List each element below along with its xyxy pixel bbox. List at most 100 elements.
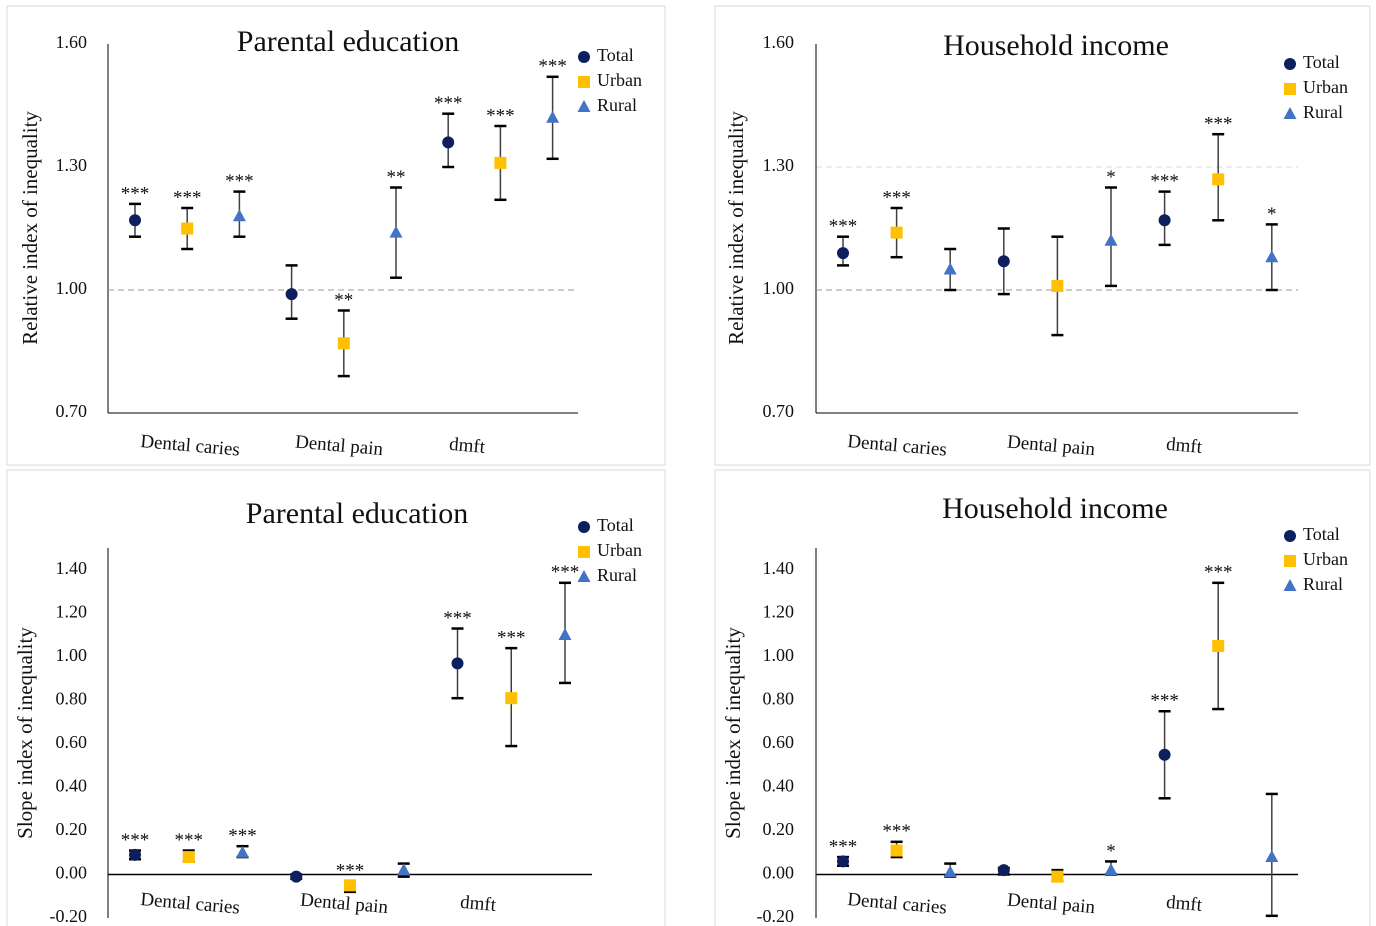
y-tick-label: 1.20	[763, 601, 795, 621]
chart-title: Parental education	[237, 25, 459, 58]
legend-label: Urban	[597, 70, 642, 90]
legend-marker	[577, 100, 591, 112]
x-tick-label: Dental pain	[1006, 432, 1096, 461]
significance-label: *	[1106, 841, 1116, 862]
y-tick-label: 0.20	[56, 819, 88, 839]
point	[129, 848, 141, 861]
point	[1212, 639, 1225, 652]
legend-marker	[578, 546, 590, 558]
legend-marker	[1284, 530, 1296, 542]
point	[837, 855, 849, 868]
legend-label: Total	[597, 515, 634, 535]
point	[1265, 850, 1279, 863]
x-tick-label: Dental caries	[847, 889, 948, 919]
legend-marker	[1284, 58, 1296, 70]
x-tick-label: Dental pain	[294, 432, 384, 461]
significance-label: *	[1106, 167, 1116, 188]
point	[890, 844, 903, 857]
point	[546, 110, 560, 123]
y-tick-label: 0.20	[763, 819, 795, 839]
y-axis-label: Relative index of inequality	[18, 111, 42, 345]
legend-marker	[578, 51, 590, 63]
legend-marker	[1284, 555, 1296, 567]
x-tick-label: Dental caries	[140, 431, 241, 461]
x-tick-label: dmft	[1165, 434, 1203, 458]
legend-label: Total	[1303, 52, 1340, 72]
significance-label: **	[334, 290, 353, 311]
point	[1158, 214, 1171, 227]
y-axis-label: Slope index of inequality	[13, 627, 37, 839]
x-tick-label: Dental caries	[847, 431, 948, 461]
point	[558, 628, 572, 641]
y-tick-label: 1.30	[763, 155, 795, 175]
significance-label: ***	[486, 105, 515, 126]
point	[182, 851, 195, 864]
legend-marker	[578, 521, 590, 533]
panel-border	[6, 5, 666, 466]
legend-label: Urban	[1303, 549, 1348, 569]
x-tick-label: dmft	[459, 892, 497, 916]
y-tick-label: -0.20	[757, 906, 795, 926]
y-tick-label: 0.70	[56, 401, 88, 421]
point	[389, 225, 403, 238]
y-tick-label: 0.40	[763, 776, 795, 796]
point	[1051, 279, 1064, 292]
y-tick-label: 0.70	[763, 401, 795, 421]
legend-label: Total	[1303, 524, 1340, 544]
x-tick-label: Dental pain	[1006, 890, 1096, 919]
y-axis-label: Relative index of inequality	[724, 111, 748, 345]
significance-label: ***	[443, 608, 472, 629]
significance-label: ***	[882, 187, 911, 208]
significance-label: ***	[1204, 114, 1233, 135]
y-tick-label: 0.60	[56, 732, 88, 752]
point	[442, 136, 455, 149]
significance-label: ***	[336, 860, 365, 881]
point	[1158, 748, 1171, 761]
panel-border	[714, 469, 1371, 926]
y-tick-label: 0.80	[56, 688, 88, 708]
significance-label: ***	[497, 627, 526, 648]
significance-label: ***	[228, 826, 257, 847]
point	[943, 865, 957, 878]
point	[997, 255, 1010, 268]
point	[1265, 250, 1279, 263]
legend-marker	[1283, 579, 1297, 591]
y-tick-label: 0.60	[763, 732, 795, 752]
x-tick-label: dmft	[1165, 892, 1203, 916]
point	[1212, 173, 1225, 186]
significance-label: ***	[225, 171, 254, 192]
significance-label: ***	[829, 836, 858, 857]
point	[997, 864, 1010, 877]
significance-label: **	[387, 167, 406, 188]
point	[943, 262, 957, 275]
panel-border	[714, 5, 1371, 466]
y-tick-label: 1.00	[56, 645, 88, 665]
legend-label: Total	[597, 45, 634, 65]
point	[505, 692, 518, 705]
chart-title: Household income	[942, 492, 1168, 525]
x-tick-label: dmft	[448, 434, 486, 458]
point	[837, 247, 849, 260]
significance-label: ***	[882, 821, 911, 842]
point	[1104, 233, 1118, 246]
point	[181, 222, 194, 235]
legend-marker	[1284, 83, 1296, 95]
point	[232, 209, 246, 222]
y-tick-label: 1.60	[56, 32, 88, 52]
panel-border	[6, 469, 666, 926]
y-tick-label: 1.40	[763, 558, 795, 578]
y-tick-label: 0.00	[763, 863, 795, 883]
significance-label: ***	[1150, 691, 1179, 712]
point	[1104, 863, 1118, 876]
y-tick-label: 1.20	[56, 601, 88, 621]
significance-label: ***	[551, 562, 580, 583]
significance-label: ***	[121, 830, 150, 851]
point	[1051, 870, 1064, 883]
point	[285, 288, 298, 301]
y-axis-label: Slope index of inequality	[721, 627, 745, 839]
significance-label: ***	[538, 56, 567, 77]
legend-label: Rural	[1303, 574, 1343, 594]
legend-label: Rural	[597, 95, 637, 115]
legend-label: Urban	[597, 540, 642, 560]
